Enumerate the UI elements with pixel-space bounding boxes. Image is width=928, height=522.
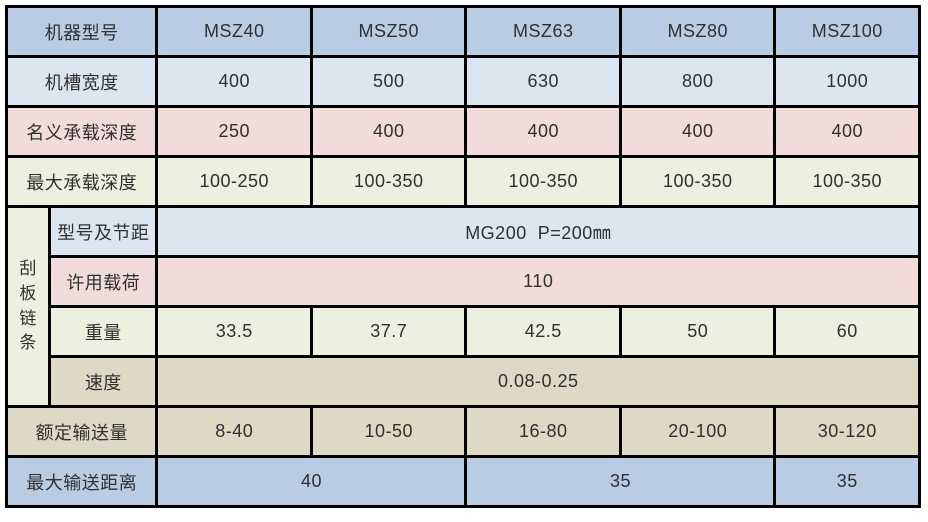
value-cell: 20-100 [618,405,777,458]
value-cell: 400 [464,105,622,158]
value-cell: 10-50 [309,405,468,458]
value-cell: 30-120 [773,405,921,458]
row-chain-model-pitch: 刮板链条 型号及节距 MG200 P=200㎜ [4,205,921,408]
row-label-max-depth: 最大承载深度 [4,155,159,208]
row-label-rated-capacity: 额定输送量 [4,405,159,458]
row-nominal-depth: 名义承载深度 250 400 400 400 400 [4,105,921,158]
value-cell: 60 [773,305,921,358]
value-cell: 33.5 [155,305,313,358]
value-cell: 8-40 [155,405,313,458]
row-label-allowable-load: 许用载荷 [48,255,159,308]
value-cell: 16-80 [464,405,622,458]
row-chain-weight: 重量 33.5 37.7 42.5 50 60 [7,305,921,358]
merged-value-cell: 110 [155,255,921,308]
value-cell: 400 [773,105,921,158]
merged-value-cell: 35 [773,455,921,508]
model-cell-msz63: MSZ63 [464,5,622,58]
merged-value-cell: 0.08-0.25 [155,355,921,408]
row-label-chain-model-pitch: 型号及节距 [48,205,159,258]
row-label-max-distance: 最大输送距离 [4,455,159,508]
value-cell: 100-350 [773,155,921,208]
value-cell: 630 [464,55,622,108]
row-label-trough-width: 机槽宽度 [4,55,159,108]
value-cell: 400 [618,105,777,158]
row-machine-model: 机器型号 MSZ40 MSZ50 MSZ63 MSZ80 MSZ100 [4,5,921,58]
value-cell: 500 [309,55,468,108]
model-cell-msz80: MSZ80 [618,5,777,58]
value-cell: 37.7 [309,305,468,358]
merged-value-cell: 40 [155,455,468,508]
row-trough-width: 机槽宽度 400 500 630 800 1000 [4,55,921,108]
row-label-nominal-depth: 名义承载深度 [4,105,159,158]
group-label-scraper-chain: 刮板链条 [4,205,52,408]
group-label-text: 刮板链条 [19,259,37,353]
value-cell: 400 [309,105,468,158]
row-rated-capacity: 额定输送量 8-40 10-50 16-80 20-100 30-120 [4,405,921,458]
value-cell: 100-350 [464,155,622,208]
row-max-distance: 最大输送距离 40 35 35 [4,455,921,508]
merged-value-cell: MG200 P=200㎜ [155,205,921,258]
value-cell: 1000 [773,55,921,108]
merged-value-cell: 35 [464,455,777,508]
row-chain-allowable-load: 许用载荷 110 [7,255,921,308]
value-cell: 800 [618,55,777,108]
row-label-speed: 速度 [48,355,159,408]
model-cell-msz50: MSZ50 [309,5,468,58]
value-cell: 100-250 [155,155,313,208]
row-chain-speed: 速度 0.08-0.25 [7,355,921,408]
value-cell: 100-350 [618,155,777,208]
model-cell-msz40: MSZ40 [155,5,313,58]
value-cell: 42.5 [464,305,622,358]
model-cell-msz100: MSZ100 [773,5,921,58]
value-cell: 100-350 [309,155,468,208]
row-label-weight: 重量 [48,305,159,358]
value-cell: 400 [155,55,313,108]
row-max-depth: 最大承载深度 100-250 100-350 100-350 100-350 1… [4,155,921,208]
spec-table: 机器型号 MSZ40 MSZ50 MSZ63 MSZ80 MSZ100 机槽宽度… [4,5,921,508]
value-cell: 50 [618,305,777,358]
value-cell: 250 [155,105,313,158]
row-label-machine-model: 机器型号 [4,5,159,58]
